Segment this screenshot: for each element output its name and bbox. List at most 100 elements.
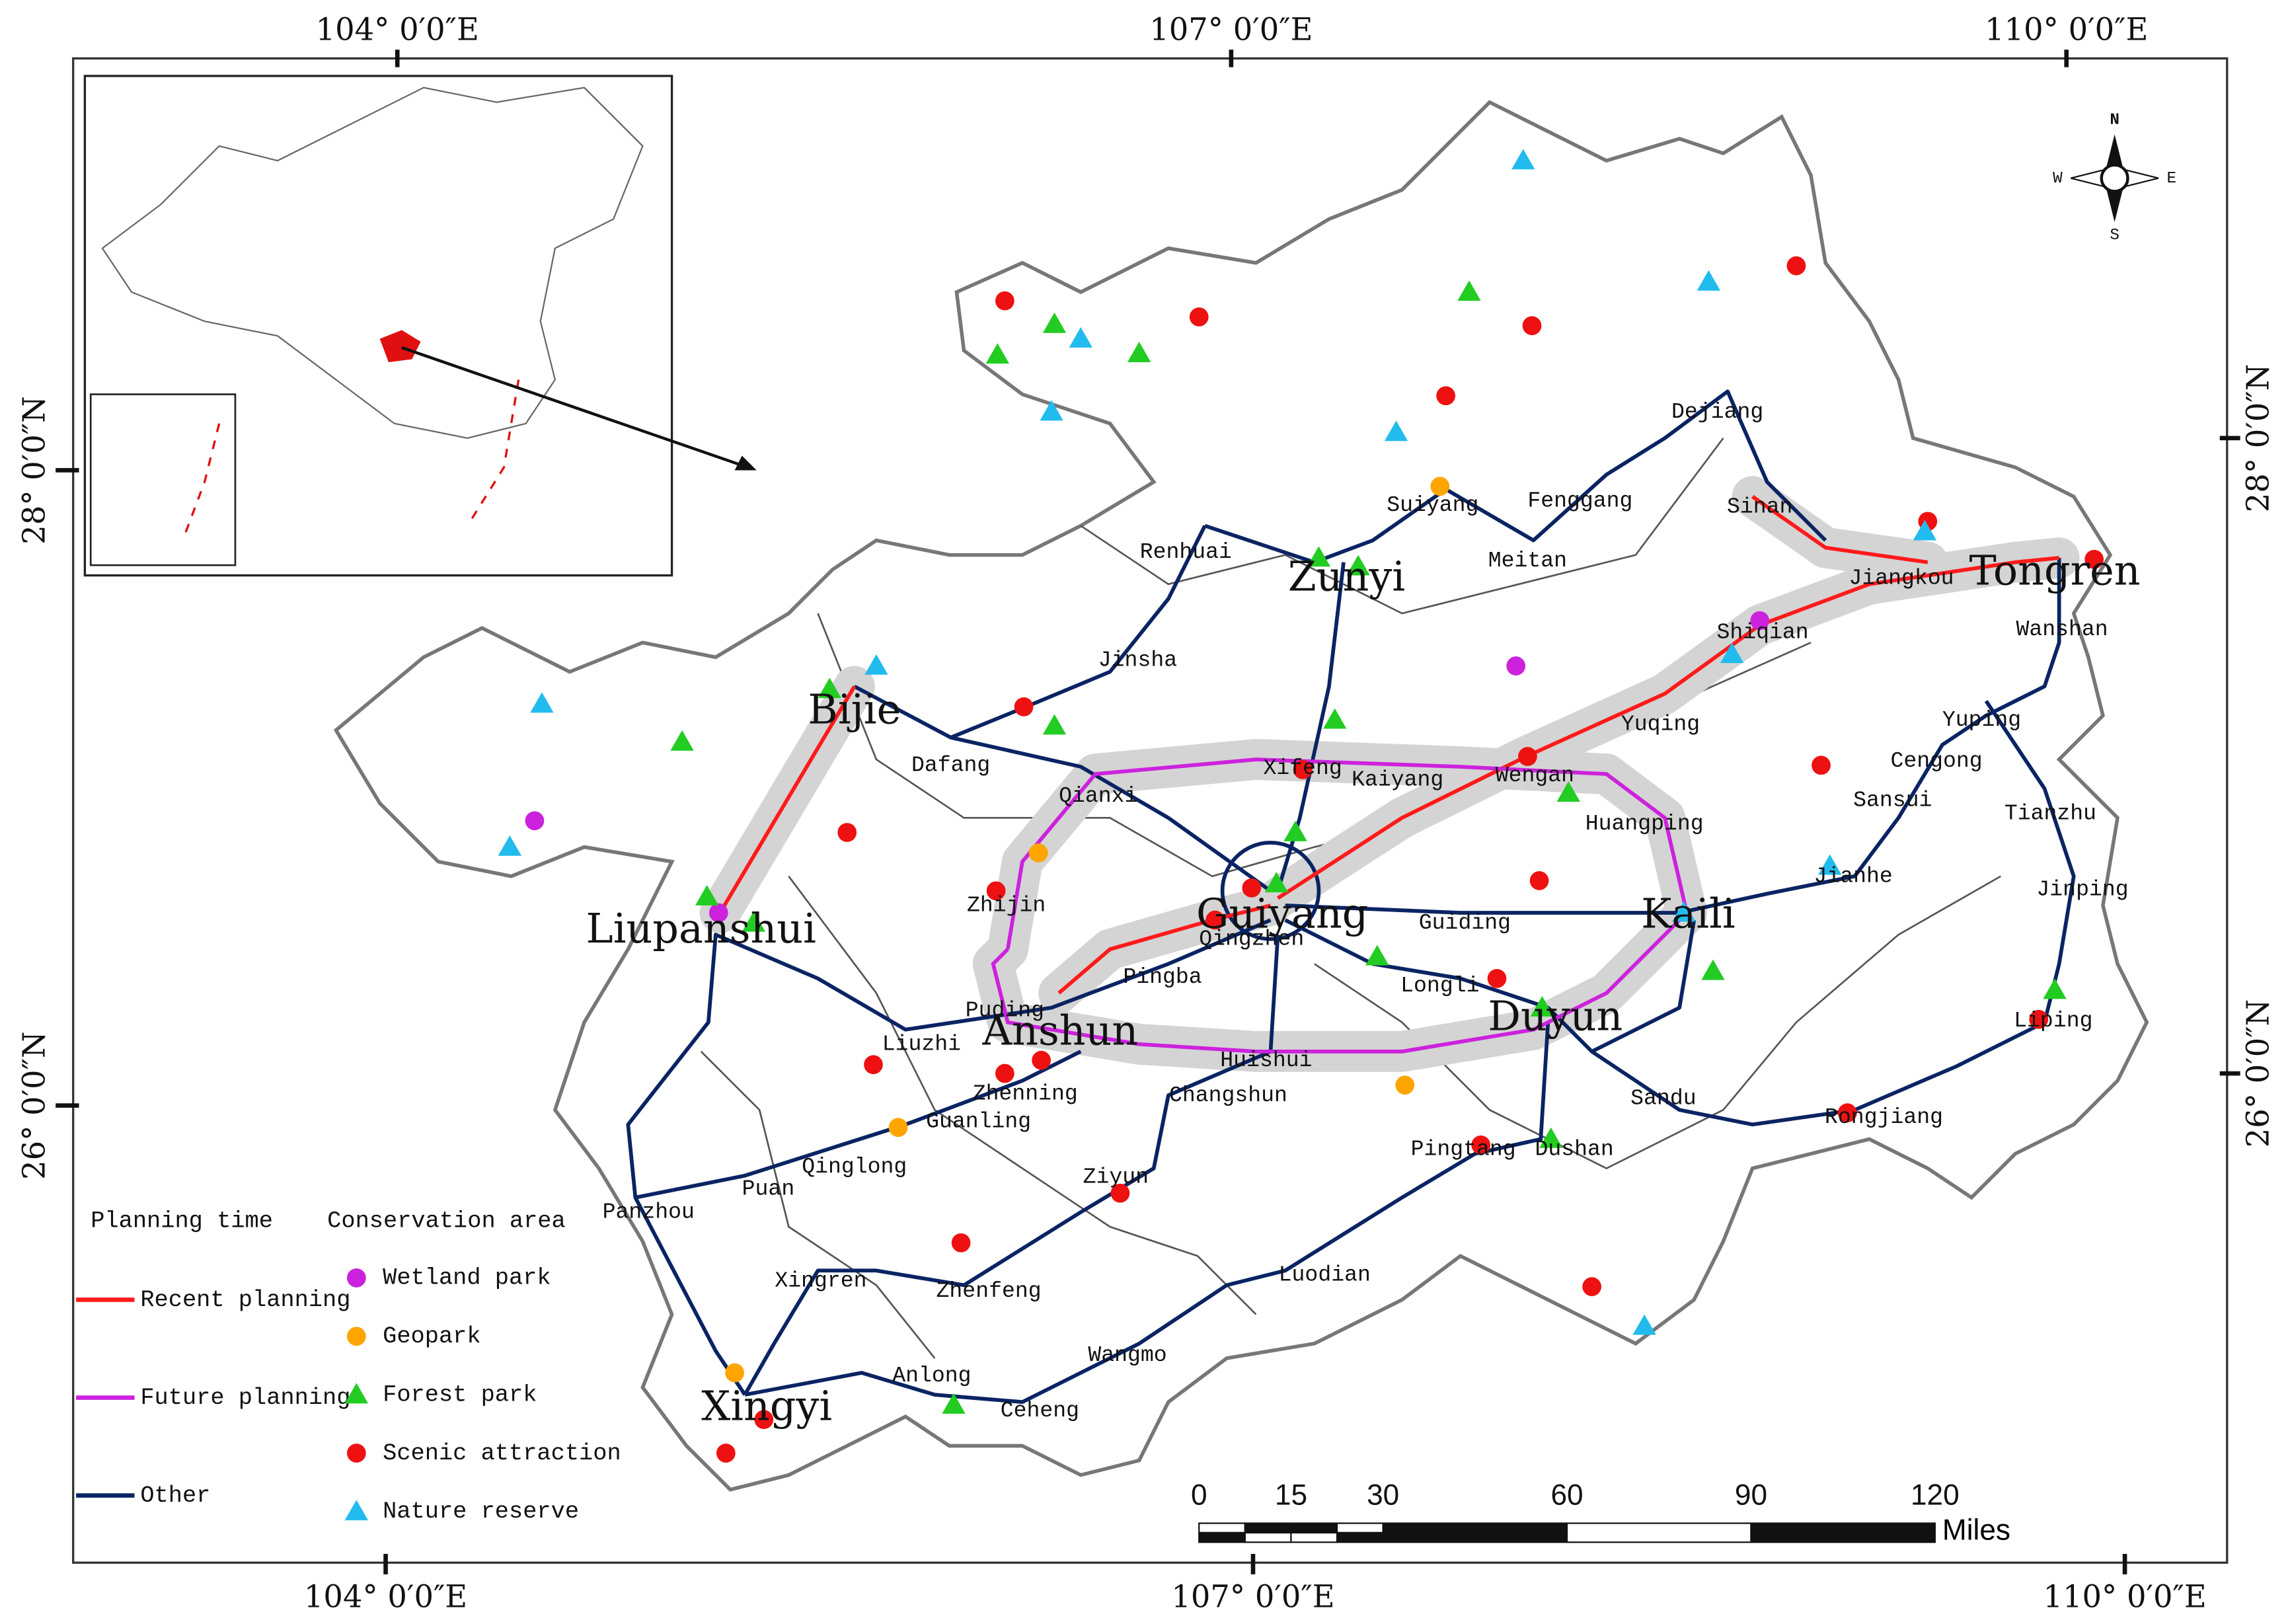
nature-reserve [1040,400,1063,421]
scale-label: 30 [1367,1479,1399,1511]
city-label: Liuzhi [882,1032,961,1057]
map-frame [72,57,2229,1564]
compass-label: W [2053,170,2063,188]
nature-reserve [864,654,888,675]
city-label: Anlong [892,1363,971,1388]
scenic-attraction [864,1055,883,1075]
nature-reserve [1632,1314,1656,1335]
forest-park [1042,312,1067,333]
compass-label: S [2110,227,2119,245]
scenic-attraction [1529,870,1549,890]
compass-label: E [2167,170,2177,188]
nature-reserve [344,1500,369,1521]
nature-reserve [1069,327,1092,348]
city-label: Cengong [1890,748,1982,773]
recent-planning [718,494,2059,995]
city-label: Dushan [1535,1137,1613,1162]
city-label: Sandu [1630,1085,1696,1110]
city-label: Kaiyang [1352,767,1443,793]
city-label: Xifeng [1263,755,1342,781]
forest-park [1127,342,1151,362]
geopark [888,1118,908,1138]
forest-park [1365,945,1389,966]
city-label: Jinping [2036,876,2128,902]
forest-park [1307,546,1331,567]
graticule-label: 110° 0′0″E [2043,1578,2206,1614]
city-label: Zhenfeng [936,1278,1042,1303]
nature-reserve [498,835,522,856]
city-label: Guanling [926,1109,1031,1134]
scenic-attraction [716,1444,736,1463]
scenic-attraction [1110,1183,1130,1203]
city-label: Wanshan [2016,617,2108,642]
border [788,875,1257,1315]
city-label: Tongren [1969,547,2140,594]
inset-map [83,75,757,577]
city-label: Renhuai [1140,539,1232,564]
city-label: Jiangkou [1849,566,1954,591]
graticule-label: 26° 0′0″N [16,1031,52,1179]
city-label: Puding [966,998,1044,1023]
scale-segment [1244,1531,1292,1543]
road [1277,556,2059,900]
city-label: Suiyang [1387,492,1478,518]
province-outline [333,100,2149,1492]
forest-park [942,1393,966,1414]
scale-label: 0 [1191,1479,1207,1511]
forest-park [1556,781,1580,802]
scenic-attraction [1471,1135,1491,1155]
city-label: Tianzhu [2004,800,2096,826]
geopark [1430,477,1450,496]
geopark [1028,843,1048,863]
compass-label: N [2110,112,2119,130]
city-label: Kaili [1641,890,1735,938]
forest-park [344,1383,369,1404]
scale-segment [1382,1522,1568,1543]
city-label: Wangmo [1088,1342,1166,1368]
scale-segment [1198,1522,1246,1534]
forest-park [1530,995,1554,1017]
wetland-park [346,1268,366,1288]
nature-reserve [530,692,554,713]
place-labels: Zunyi Bijie Liupanshui Guiyang Anshun Kaili Du… [586,399,2141,1430]
city-label: Bijie [808,685,901,733]
future-planning [991,757,1689,1054]
scale-segment [1290,1522,1338,1534]
city-label: Ceheng [1001,1398,1079,1423]
scenic-attraction [1487,969,1507,988]
road [1285,558,2061,915]
legend-label: Scenic attraction [383,1440,621,1467]
scenic-attraction [986,881,1006,901]
city-label: Yuqing [1621,712,1700,737]
inset-arrow [401,346,749,469]
road [853,684,1272,893]
legend-title: Planning time [91,1208,273,1235]
nature-reserve [1511,149,1535,170]
nature-reserve [1720,642,1744,664]
wetland-park [1750,611,1770,631]
scenic-attraction [2084,549,2104,569]
forest-park [1346,555,1370,576]
legend: Planning time Conservation area Recent p… [76,1208,621,1525]
legend-title: Conservation area [327,1208,566,1235]
road [950,525,1207,740]
scale-segment [1336,1522,1384,1534]
forest-park [1539,1127,1563,1148]
geopark [725,1363,744,1383]
scenic-attraction [2029,1009,2049,1029]
legend-label: Other [140,1483,210,1509]
city-label: Luodian [1279,1262,1371,1288]
graticule-label: 28° 0′0″N [16,396,52,544]
compass: N E S W [2053,112,2176,245]
city-label: Qingzhen [1199,926,1304,951]
forest-park [695,884,719,906]
road [744,1022,1550,1405]
graticule-label: 110° 0′0″E [1985,12,2148,48]
geopark [1395,1075,1415,1095]
forest-park [1042,714,1067,735]
city-label: Dejiang [1671,399,1763,424]
conservation-markers [498,149,2104,1463]
scale-label: 60 [1550,1479,1583,1511]
city-label: Jinsha [1098,647,1177,672]
